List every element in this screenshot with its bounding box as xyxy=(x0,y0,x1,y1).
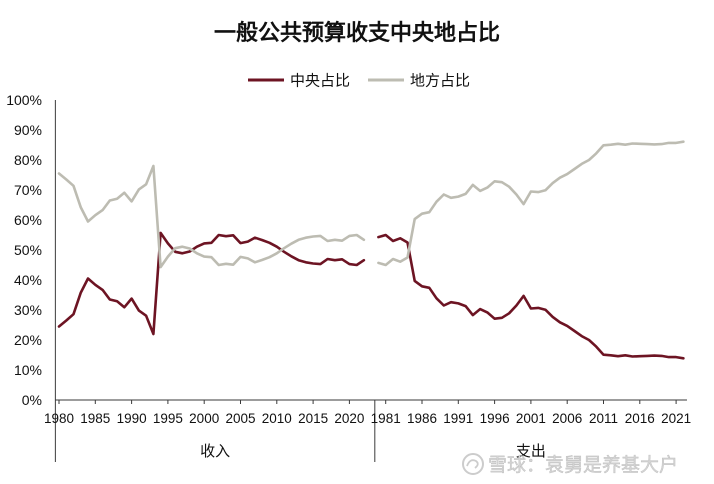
x-tick-label: 1980 xyxy=(44,411,74,426)
y-tick-label: 80% xyxy=(14,152,42,168)
y-tick-label: 70% xyxy=(14,182,42,198)
x-tick-label: 2021 xyxy=(661,411,691,426)
plot-area xyxy=(57,140,685,360)
legend-label-local-share: 地方占比 xyxy=(410,73,470,90)
x-tick-label: 1986 xyxy=(407,411,437,426)
y-tick-label: 40% xyxy=(14,272,42,288)
watermark: 雪球：袁舅是养基大户 xyxy=(462,453,678,476)
series-line-central-share-revenue xyxy=(57,231,366,336)
axes: 0% 10% 20% 30% 40% 50% 60% 70% 80% 90% 100% 收入 1980 1… xyxy=(6,92,691,462)
x-tick-label: 1990 xyxy=(117,411,147,426)
x-tick-label: 2000 xyxy=(189,411,219,426)
y-tick-label: 60% xyxy=(14,212,42,228)
x-tick-label: 2020 xyxy=(334,411,364,426)
watermark-text: 雪球：袁舅是养基大户 xyxy=(488,454,678,476)
x-tick-label: 2001 xyxy=(516,411,546,426)
series-line-local-share-revenue xyxy=(57,164,366,269)
y-tick-label: 100% xyxy=(6,92,42,108)
x-tick-label: 1991 xyxy=(443,411,473,426)
x-group-label-revenue: 收入 xyxy=(200,443,230,460)
x-tick-label: 2010 xyxy=(262,411,292,426)
series-line-local-share-expenditure xyxy=(377,140,685,267)
x-tick-label: 1995 xyxy=(153,411,183,426)
y-tick-label: 50% xyxy=(14,242,42,258)
y-tick-label: 20% xyxy=(14,332,42,348)
x-tick-label: 2016 xyxy=(625,411,655,426)
x-tick-label: 2011 xyxy=(589,411,618,426)
legend-label-central-share: 中央占比 xyxy=(290,73,350,90)
y-tick-label: 10% xyxy=(14,362,42,378)
series-line-central-share-expenditure xyxy=(377,233,685,360)
x-group-label-expenditure: 支出 xyxy=(516,443,546,460)
y-tick-label: 30% xyxy=(14,302,42,318)
legend: 中央占比 地方占比 xyxy=(248,73,470,90)
x-tick-label: 2005 xyxy=(225,411,255,426)
x-tick-label: 1996 xyxy=(480,411,510,426)
chart-title: 一般公共预算收支中央地占比 xyxy=(214,20,500,45)
y-tick-label: 90% xyxy=(14,122,42,138)
snowball-logo-icon xyxy=(462,453,484,475)
x-tick-label: 1981 xyxy=(371,411,401,426)
x-tick-label: 2015 xyxy=(298,411,328,426)
x-tick-label: 1985 xyxy=(80,411,110,426)
x-tick-label: 2006 xyxy=(552,411,582,426)
y-tick-label: 0% xyxy=(22,392,42,408)
